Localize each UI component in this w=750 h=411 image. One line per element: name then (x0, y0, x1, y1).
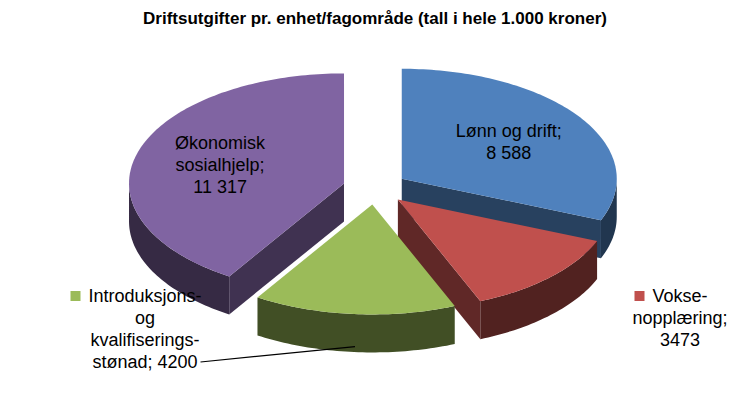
data-label-part: drift; (522, 121, 562, 141)
data-label: stønad; 4200 (92, 352, 197, 372)
data-label-part: Vokse- (652, 286, 707, 306)
slice (402, 69, 617, 220)
data-label-part: Lønn (456, 121, 497, 141)
data-label-part: Introduksjons- (88, 286, 201, 306)
data-label-part: og (135, 308, 155, 328)
data-label-part: 8 588 (486, 143, 531, 163)
leader-line (201, 347, 356, 362)
data-label-part: Økonomisk (175, 133, 266, 153)
data-label: 8 588 (486, 143, 531, 163)
data-label-part: 11 317 (193, 177, 247, 197)
data-label-part: kvalifiserings- (90, 330, 199, 350)
label-swatch (635, 291, 645, 301)
chart: Driftsutgifter pr. enhet/fagområde (tall… (0, 0, 750, 411)
data-label: Introduksjons- (88, 286, 201, 306)
data-label: sosialhjelp; (176, 155, 265, 175)
slice-group (257, 204, 454, 352)
slice (129, 73, 344, 276)
slice (257, 204, 454, 314)
data-label-part: 4200 (152, 352, 197, 372)
data-label: Lønn og drift; (456, 121, 562, 141)
data-label: 11 317 (193, 177, 247, 197)
data-label-part: nopplæring; (632, 308, 727, 328)
data-label-part: stønad; (92, 352, 152, 372)
data-label-part: 3473 (660, 330, 700, 350)
data-label: nopplæring; (632, 308, 727, 328)
data-label: Økonomisk (175, 133, 266, 153)
data-label-part: sosialhjelp; (176, 155, 265, 175)
title: Driftsutgifter pr. enhet/fagområde (tall… (143, 9, 607, 28)
data-labels: Lønn og drift;8 588 Vokse-nopplæring;3473… (71, 121, 728, 372)
data-label-part: og (497, 121, 522, 141)
label-swatch (71, 291, 81, 301)
data-label: og (135, 308, 155, 328)
data-label: kvalifiserings- (90, 330, 199, 350)
data-label: Vokse- (652, 286, 707, 306)
data-label: 3473 (660, 330, 700, 350)
pie (129, 69, 617, 353)
